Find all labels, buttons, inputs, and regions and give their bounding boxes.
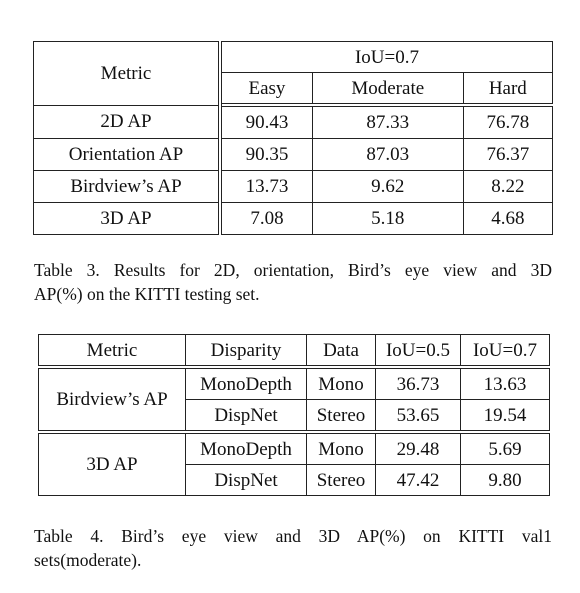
table4-data-cell: Mono [306,366,376,400]
table3-subheader-row: Easy Moderate Hard [34,72,554,107]
table3-metric-header: Metric [33,41,222,106]
table3-col-header: Moderate [311,72,464,107]
table4-caption-line1: Table 4. Bird’s eye view and 3D AP(%) on… [34,526,552,546]
table4-col-header: Data [306,334,376,369]
table4-iou05-cell: 36.73 [375,366,461,400]
table4-iou07-cell: 5.69 [460,431,550,465]
table4-iou07-cell: 13.63 [460,366,550,400]
table3-value-cell: 87.33 [311,104,464,139]
table3-caption: Table 3. Results for 2D, orientation, Bi… [34,258,552,306]
table4-caption: Table 4. Bird’s eye view and 3D AP(%) on… [34,524,552,572]
table4-metric-cell: 3D AP [38,431,186,496]
table3-col-header: Hard [462,72,554,107]
table-row: Birdview’s AP MonoDepth Mono 36.73 13.63 [38,366,550,434]
results-table-3: Metric IoU=0.7 Easy Moderate Hard 2D AP 90.… [33,41,554,235]
table4-iou07-cell: 19.54 [460,399,550,434]
table3-value-cell: 76.78 [462,104,554,139]
table4-col-header: Metric [38,334,186,369]
table3-metric-cell: Birdview’s AP [33,170,222,203]
table3-value-cell: 4.68 [462,202,554,235]
table3-value-cell: 90.43 [219,104,313,139]
table4-disparity-cell: MonoDepth [185,431,307,465]
table4-disparity-cell: DispNet [185,399,307,434]
table4-col-header: Disparity [185,334,307,369]
table-row: DispNet Stereo 53.65 19.54 [39,399,550,434]
table3-value-cell: 76.37 [462,138,554,171]
table3-value-cell: 9.62 [311,170,464,203]
table4-disparity-cell: MonoDepth [185,366,307,400]
table4-iou05-cell: 29.48 [375,431,461,465]
table3-value-cell: 90.35 [219,138,313,171]
table4-iou07-cell: 9.80 [460,464,550,496]
table4-disparity-cell: DispNet [185,464,307,496]
table-row: 3D AP 7.08 5.18 4.68 [33,202,554,235]
table4-metric-cell: Birdview’s AP [38,366,186,434]
table3-caption-line2: AP(%) on the KITTI testing set. [34,284,260,304]
table4-iou05-cell: 53.65 [375,399,461,434]
table3-value-cell: 13.73 [219,170,313,203]
table4-col-header: IoU=0.5 [375,334,461,369]
table3-metric-cell: Orientation AP [33,138,222,171]
table3-header-row: Metric IoU=0.7 [33,41,553,106]
table-row: 3D AP MonoDepth Mono 29.48 5.69 [38,431,550,496]
table4-iou05-cell: 47.42 [375,464,461,496]
table3-value-cell: 87.03 [311,138,464,171]
table4-caption-line2: sets(moderate). [34,550,142,570]
table4-data-cell: Mono [306,431,376,465]
table3-col-header: Easy [219,72,313,107]
table3-metric-cell: 2D AP [33,104,222,139]
table3-iou-header: IoU=0.7 [219,41,553,73]
table-row: DispNet Stereo 47.42 9.80 [39,464,550,496]
table3-value-cell: 8.22 [462,170,554,203]
table4-data-cell: Stereo [306,464,376,496]
table4-data-cell: Stereo [306,399,376,434]
table4-header-row: Metric Disparity Data IoU=0.5 IoU=0.7 [38,334,550,369]
table3-caption-line1: Table 3. Results for 2D, orientation, Bi… [34,260,552,280]
table4-col-header: IoU=0.7 [460,334,550,369]
table3-value-cell: 7.08 [219,202,313,235]
results-table-4: Metric Disparity Data IoU=0.5 IoU=0.7 Birdvie… [38,334,550,496]
table-row: 2D AP 90.43 87.33 76.78 [33,104,554,139]
table3-metric-cell: 3D AP [33,202,222,235]
table3-value-cell: 5.18 [311,202,464,235]
table-row: Birdview’s AP 13.73 9.62 8.22 [33,170,554,203]
table-row: Orientation AP 90.35 87.03 76.37 [33,138,554,171]
